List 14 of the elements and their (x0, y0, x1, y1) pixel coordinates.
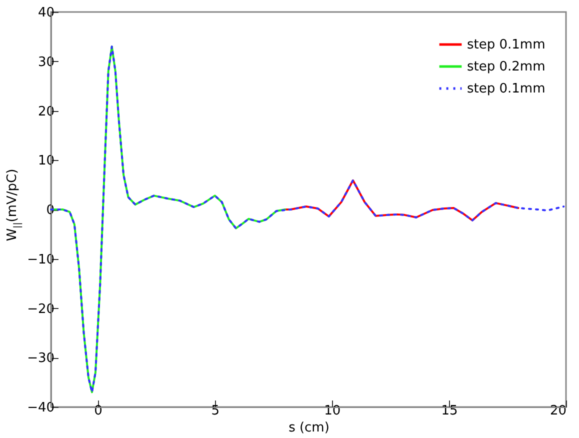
y-tick-label: 30 (38, 54, 54, 70)
legend-label: step 0.2mm (467, 60, 546, 74)
y-tick-label: −40 (27, 400, 54, 416)
y-tick-label: −10 (27, 252, 54, 268)
x-tick-label: 15 (441, 404, 458, 418)
y-tick-label: −20 (27, 302, 54, 317)
y-tick-label: −30 (27, 351, 54, 366)
y-tick-label: 10 (38, 154, 54, 169)
x-axis-title: s (cm) (288, 420, 330, 436)
line-series (284, 179, 520, 222)
y-tick-label: 20 (38, 104, 54, 120)
legend-label: step 0.1mm (467, 38, 546, 52)
legend-label: step 0.1mm (467, 82, 546, 96)
y-tick-label: 40 (38, 6, 54, 20)
